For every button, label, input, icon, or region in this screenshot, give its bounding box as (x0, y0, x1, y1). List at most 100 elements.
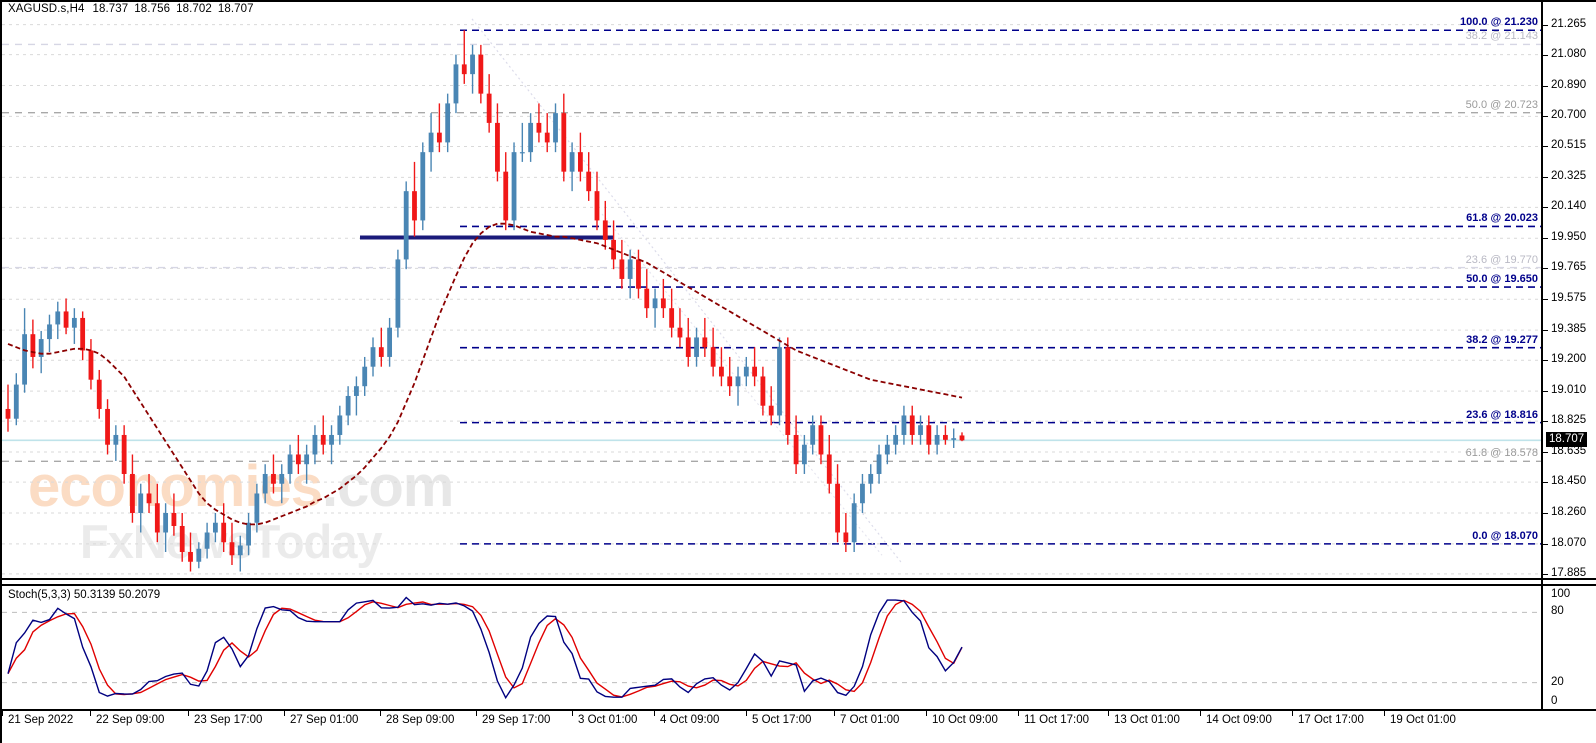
price-axis-tick (1543, 421, 1548, 423)
time-axis-tick (188, 711, 189, 716)
time-axis-label: 14 Oct 09:00 (1206, 714, 1272, 726)
time-axis-tick (926, 711, 927, 716)
price-axis-tick (1543, 330, 1548, 332)
fibonacci-level-label: 38.2 @ 21.143 (1465, 30, 1538, 43)
time-axis-label: 19 Oct 01:00 (1390, 714, 1456, 726)
ohlc-close: 18.707 (217, 3, 254, 15)
window-border-top (0, 0, 1596, 2)
fibonacci-level-label: 50.0 @ 19.650 (1466, 273, 1538, 286)
time-axis-tick (476, 711, 477, 716)
fibonacci-level-label: 23.6 @ 18.816 (1466, 408, 1538, 421)
price-chart-pane[interactable] (2, 14, 1541, 578)
price-axis-tick (1543, 391, 1548, 393)
price-axis-label: 20.140 (1551, 200, 1587, 213)
price-axis-tick (1543, 24, 1548, 26)
time-axis-label: 23 Sep 17:00 (194, 714, 263, 726)
price-axis-tick (1543, 54, 1548, 56)
ohlc-low: 18.702 (176, 3, 212, 15)
time-axis-tick (1108, 711, 1109, 716)
window-border-left (0, 0, 2, 743)
time-axis-tick (2, 711, 3, 716)
fibonacci-level-label: 50.0 @ 20.723 (1465, 98, 1538, 111)
ohlc-high: 18.756 (134, 3, 171, 15)
fibonacci-level-label: 61.8 @ 20.023 (1466, 212, 1538, 225)
price-axis-tick (1543, 573, 1548, 575)
price-axis-tick (1543, 238, 1548, 240)
pane-divider-bottom (0, 584, 1596, 586)
time-axis-label: 21 Sep 2022 (8, 714, 74, 726)
time-axis-label: 4 Oct 09:00 (660, 714, 720, 726)
price-axis-tick (1543, 360, 1548, 362)
price-axis-label: 20.700 (1551, 109, 1587, 122)
stochastic-axis-label: 80 (1551, 605, 1564, 618)
time-axis-label: 22 Sep 09:00 (96, 714, 165, 726)
fibonacci-level-label: 61.8 @ 18.578 (1465, 447, 1538, 460)
fibonacci-level-label: 100.0 @ 21.230 (1459, 16, 1538, 29)
time-axis-label: 28 Sep 09:00 (386, 714, 455, 726)
stochastic-svg (2, 596, 1541, 700)
fibonacci-level-label: 23.6 @ 19.770 (1465, 253, 1538, 266)
symbol-label: XAGUSD.s,H4 (8, 3, 85, 15)
time-axis-tick (654, 711, 655, 716)
time-axis-tick (90, 711, 91, 716)
price-chart-svg (2, 18, 1541, 575)
time-axis-label: 13 Oct 01:00 (1114, 714, 1180, 726)
fibonacci-level-label: 38.2 @ 19.277 (1466, 333, 1538, 346)
price-axis-tick (1543, 268, 1548, 270)
time-axis-tick (834, 711, 835, 716)
ohlc-open: 18.737 (92, 3, 129, 15)
price-axis-tick (1543, 116, 1548, 118)
price-axis-label: 18.260 (1551, 505, 1587, 518)
time-axis-tick (1200, 711, 1201, 716)
stochastic-axis-label: 100 (1551, 588, 1571, 600)
time-axis-label: 29 Sep 17:00 (482, 714, 551, 726)
price-axis-label: 18.825 (1551, 414, 1587, 427)
current-price-badge: 18.707 (1546, 432, 1588, 448)
time-axis-tick (1018, 711, 1019, 716)
price-axis-line (1541, 0, 1543, 710)
time-axis-tick (284, 711, 285, 716)
price-axis-label: 20.515 (1551, 139, 1587, 152)
time-axis-line (0, 709, 1596, 711)
price-axis-label: 19.385 (1551, 323, 1587, 336)
time-axis-tick (572, 711, 573, 716)
pane-divider-top (0, 578, 1596, 580)
quote-header: XAGUSD.s,H4 18.737 18.756 18.702 18.707 (8, 3, 260, 15)
price-axis-label: 21.265 (1551, 17, 1587, 30)
time-axis-label: 10 Oct 09:00 (932, 714, 998, 726)
stochastic-title: Stoch(5,3,3) 50.3139 50.2079 (8, 589, 161, 601)
price-axis-label: 19.950 (1551, 231, 1587, 244)
price-axis-label: 20.890 (1551, 78, 1587, 91)
price-axis-label: 17.885 (1551, 566, 1587, 579)
fibonacci-level-label: 0.0 @ 18.070 (1472, 529, 1538, 542)
price-axis-label: 21.080 (1551, 47, 1587, 60)
time-axis-label: 7 Oct 01:00 (840, 714, 900, 726)
price-axis-tick (1543, 512, 1548, 514)
time-axis-label: 27 Sep 01:00 (290, 714, 359, 726)
price-axis-tick (1543, 452, 1548, 454)
price-axis-label: 18.070 (1551, 536, 1587, 549)
price-axis-tick (1543, 482, 1548, 484)
price-axis-label: 18.450 (1551, 475, 1587, 488)
price-axis-label: 19.010 (1551, 384, 1587, 397)
stochastic-axis-label: 0 (1551, 695, 1558, 707)
time-axis-tick (380, 711, 381, 716)
time-axis-tick (746, 711, 747, 716)
price-axis-label: 20.325 (1551, 170, 1587, 183)
price-axis-label: 19.765 (1551, 261, 1587, 274)
price-axis-tick (1543, 146, 1548, 148)
time-axis-label: 3 Oct 01:00 (578, 714, 638, 726)
time-axis-label: 5 Oct 17:00 (752, 714, 812, 726)
price-axis-tick (1543, 543, 1548, 545)
price-axis-tick (1543, 85, 1548, 87)
price-axis-tick (1543, 177, 1548, 179)
time-axis-label: 11 Oct 17:00 (1024, 714, 1089, 726)
stochastic-axis-label: 20 (1551, 675, 1564, 688)
price-axis-label: 18.635 (1551, 445, 1587, 458)
price-axis-label: 19.200 (1551, 353, 1587, 366)
stochastic-pane[interactable] (2, 586, 1541, 709)
time-axis-tick (1292, 711, 1293, 716)
price-axis-label: 19.575 (1551, 292, 1587, 305)
time-axis-label: 17 Oct 17:00 (1298, 714, 1364, 726)
